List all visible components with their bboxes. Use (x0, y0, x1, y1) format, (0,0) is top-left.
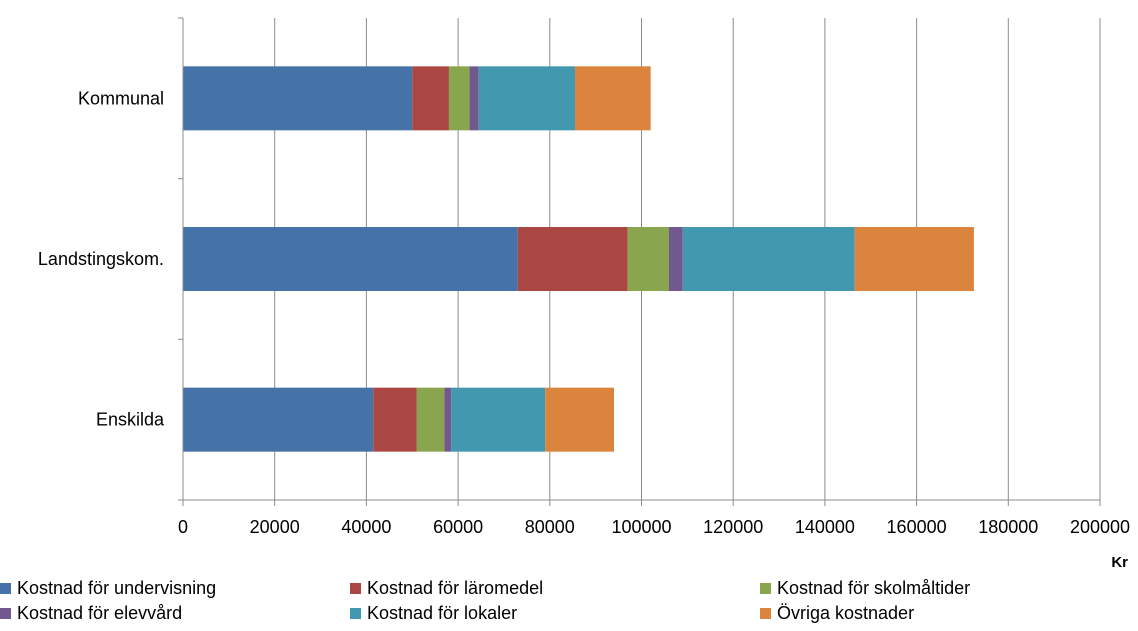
legend: Kostnad för undervisning Kostnad för läro… (0, 578, 1138, 631)
x-tick-label: 120000 (703, 517, 763, 537)
bar-segment (627, 227, 670, 291)
x-tick-label: 200000 (1070, 517, 1130, 537)
axes (178, 17, 1101, 506)
bar-segment (451, 387, 546, 452)
bar-segment (412, 66, 449, 131)
bar-segment (517, 227, 628, 291)
bar-segment (444, 387, 452, 452)
bar-segment (183, 66, 413, 131)
bar-segment (682, 227, 855, 291)
x-tick-label: 0 (178, 517, 188, 537)
legend-item: Kostnad för lokaler (350, 603, 517, 624)
legend-item: Kostnad för skolmåltider (760, 578, 970, 599)
bars (183, 66, 974, 452)
bar-segment (183, 387, 374, 452)
bar-segment (575, 66, 651, 131)
legend-swatch (350, 608, 361, 619)
x-tick-label: 80000 (525, 517, 575, 537)
legend-label: Övriga kostnader (777, 603, 915, 623)
legend-item: Kostnad för undervisning (0, 578, 216, 599)
category-labels: Kommunal Landstingskom. Enskilda (38, 88, 165, 429)
x-tick-label: 20000 (250, 517, 300, 537)
legend-swatch (0, 608, 11, 619)
bar-segment (416, 387, 445, 452)
bar-segment (545, 387, 614, 452)
stacked-bar-chart: Kommunal Landstingskom. Enskilda 0 20000 400… (38, 17, 1130, 571)
bar-segment (183, 227, 518, 291)
x-tick-labels: 0 20000 40000 60000 80000 100000 120000 140000 1… (178, 517, 1130, 537)
x-tick-label: 140000 (795, 517, 855, 537)
legend-label: Kostnad för elevvård (17, 603, 183, 623)
x-tick-label: 60000 (433, 517, 483, 537)
x-tick-label: 40000 (341, 517, 391, 537)
x-tick-label: 180000 (978, 517, 1038, 537)
bar-segment (669, 227, 683, 291)
legend-item: Kostnad för läromedel (350, 578, 543, 599)
legend-swatch (760, 608, 771, 619)
legend-swatch (350, 583, 361, 594)
x-axis-unit-label: Kr (1111, 554, 1128, 571)
category-label: Landstingskom. (38, 249, 164, 269)
x-tick-label: 160000 (887, 517, 947, 537)
bar-segment (478, 66, 576, 131)
category-label: Kommunal (78, 88, 164, 108)
legend-item: Övriga kostnader (760, 603, 914, 624)
legend-label: Kostnad för läromedel (367, 578, 544, 598)
legend-swatch (760, 583, 771, 594)
legend-item: Kostnad för elevvård (0, 603, 182, 624)
legend-label: Kostnad för lokaler (367, 603, 518, 623)
x-tick-label: 100000 (611, 517, 671, 537)
bar-segment (373, 387, 417, 452)
bar-segment (854, 227, 974, 291)
legend-label: Kostnad för skolmåltider (777, 578, 971, 598)
category-label: Enskilda (96, 410, 165, 430)
legend-swatch (0, 583, 11, 594)
legend-label: Kostnad för undervisning (17, 578, 217, 598)
bar-segment (469, 66, 479, 131)
bar-segment (448, 66, 470, 131)
